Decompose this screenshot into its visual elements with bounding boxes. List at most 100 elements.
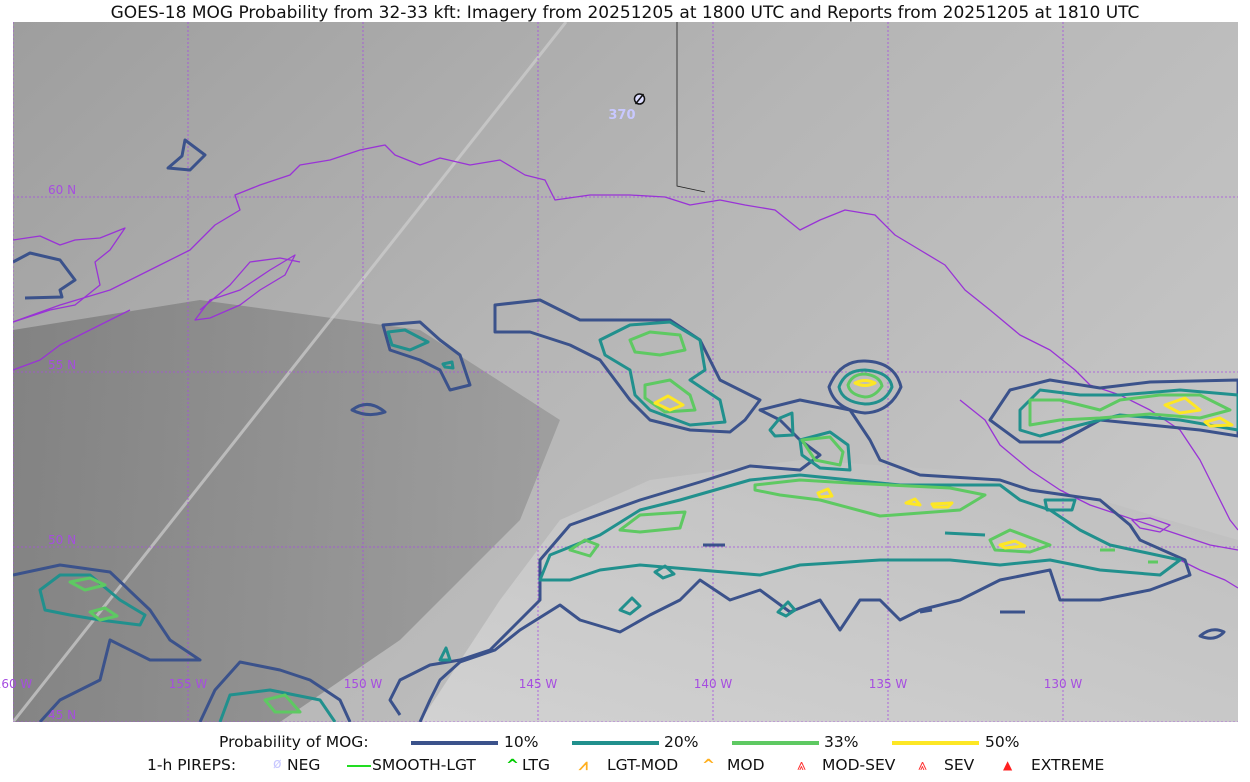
mog-contour-50: [653, 394, 685, 412]
lon-label: 150 W: [344, 677, 383, 691]
mog-contour-20: [837, 368, 894, 406]
caret-icon: ^: [506, 756, 519, 774]
mog-contour-33: [88, 606, 119, 622]
pirep-mod-label: MOD: [727, 756, 765, 774]
mog-contour-20: [538, 473, 1182, 582]
pirep-extreme-label: EXTREME: [1031, 756, 1105, 774]
mog-contour-33: [988, 528, 1052, 554]
mog-contour-33: [618, 510, 687, 534]
mog-contour-50: [1203, 416, 1234, 428]
mog-contour-20: [1018, 388, 1238, 438]
mog-contour-33: [846, 372, 884, 399]
lon-label: 155 W: [169, 677, 208, 691]
lon-label: 130 W: [1044, 677, 1083, 691]
caret-icon: ^: [702, 756, 715, 774]
lon-label: 135 W: [869, 677, 908, 691]
mog-contour-10: [350, 403, 387, 417]
mog-contour-20: [653, 564, 676, 580]
coastline: [13, 227, 126, 323]
filled-triangle-icon: ▲: [1003, 758, 1013, 772]
mog-contour-10: [493, 298, 762, 434]
mog-contour-33: [568, 538, 600, 558]
coastline: [1131, 517, 1171, 533]
mog-contour-50: [1163, 396, 1202, 415]
lat-label: 60 N: [48, 183, 76, 197]
mog-contour-20: [618, 596, 642, 616]
pirep-smooth-lgt-label: SMOOTH-LGT: [372, 756, 476, 774]
mog-contour-10: [198, 660, 352, 722]
pirep-mod-sev-label: MOD-SEV: [822, 756, 896, 774]
mog-contour-33: [753, 478, 987, 518]
mog-contour-20: [386, 328, 430, 352]
lon-label: 145 W: [519, 677, 558, 691]
double-caret-bar-icon: ⩓: [797, 756, 806, 774]
pirep-neg-label: NEG: [287, 756, 321, 774]
mog-contour-33: [800, 435, 845, 467]
mog-50-swatch: [892, 741, 979, 745]
mog-contour-20: [598, 320, 727, 427]
mog-contour-33: [263, 693, 302, 714]
mog-contour-20: [798, 430, 852, 472]
double-caret-icon: ⩓: [918, 756, 927, 774]
coastline: [1179, 559, 1238, 589]
mog-50-label: 50%: [985, 733, 1020, 751]
caret-bar-icon: ⩘: [579, 756, 588, 774]
pirep-sev-label: SEV: [944, 756, 975, 774]
mog-contour-20: [768, 411, 795, 438]
mog-contour-50: [904, 497, 922, 507]
mog-contour-33: [643, 378, 697, 414]
coastline: [1089, 384, 1238, 531]
mog-legend-label: Probability of MOG:: [219, 733, 369, 751]
lat-label: 45 N: [48, 708, 76, 722]
neg-circle-slash-icon: ø: [273, 756, 282, 772]
dark-imagery-region: [13, 300, 560, 722]
mog-contour-50: [816, 487, 834, 499]
mog-20-swatch: [572, 741, 659, 745]
mog-contour-20: [218, 688, 337, 722]
lat-label: 50 N: [48, 533, 76, 547]
lat-label: 55 N: [48, 358, 76, 372]
coastline: [199, 257, 301, 311]
mog-33-swatch: [732, 741, 819, 745]
pirep-marker[interactable]: 370: [608, 93, 646, 123]
lon-label: 160 W: [0, 677, 32, 691]
mog-contour-10: [1198, 628, 1226, 640]
mog-contour-50: [930, 501, 954, 509]
mog-33-label: 33%: [824, 733, 859, 751]
mog-contour-33: [1028, 393, 1232, 427]
mog-contour-10: [988, 378, 1238, 444]
mog-contour-20: [438, 646, 452, 662]
mog-10-swatch: [411, 741, 498, 745]
mog-contour-10: [166, 138, 207, 172]
mog-contour-20: [944, 531, 986, 537]
neg-slash: [634, 93, 645, 105]
mog-contour-33: [68, 576, 107, 592]
mog-contour-33: [628, 330, 687, 357]
coastline: [959, 399, 1238, 551]
chart-title: GOES-18 MOG Probability from 32-33 kft: …: [110, 3, 1140, 23]
mog-contour-50: [853, 379, 877, 387]
lon-label: 140 W: [694, 677, 733, 691]
mog-contour-20: [441, 360, 455, 370]
mog-contour-20: [38, 573, 147, 627]
coastline: [194, 254, 296, 321]
mog-contour-10: [919, 608, 933, 614]
mog-contour-10: [13, 251, 77, 300]
pirep-flight-level: 370: [608, 108, 635, 123]
pirep-ltg-label: LTG: [522, 756, 550, 774]
mog-contour-20: [776, 600, 797, 618]
mog-20-label: 20%: [664, 733, 699, 751]
mog-contour-10: [13, 563, 202, 722]
dash-line-icon: [347, 765, 371, 767]
coastline: [13, 144, 1091, 386]
mog-10-label: 10%: [504, 733, 539, 751]
us-canada-border: [676, 22, 706, 193]
mog-contour-10: [381, 320, 472, 392]
pirep-lgt-mod-label: LGT-MOD: [607, 756, 679, 774]
mog-contour-50: [998, 539, 1027, 550]
mog-contour-20: [1043, 498, 1077, 512]
coastline: [13, 309, 131, 371]
pirep-legend-label: 1-h PIREPS:: [147, 756, 237, 774]
mog-contour-10: [388, 398, 1192, 722]
